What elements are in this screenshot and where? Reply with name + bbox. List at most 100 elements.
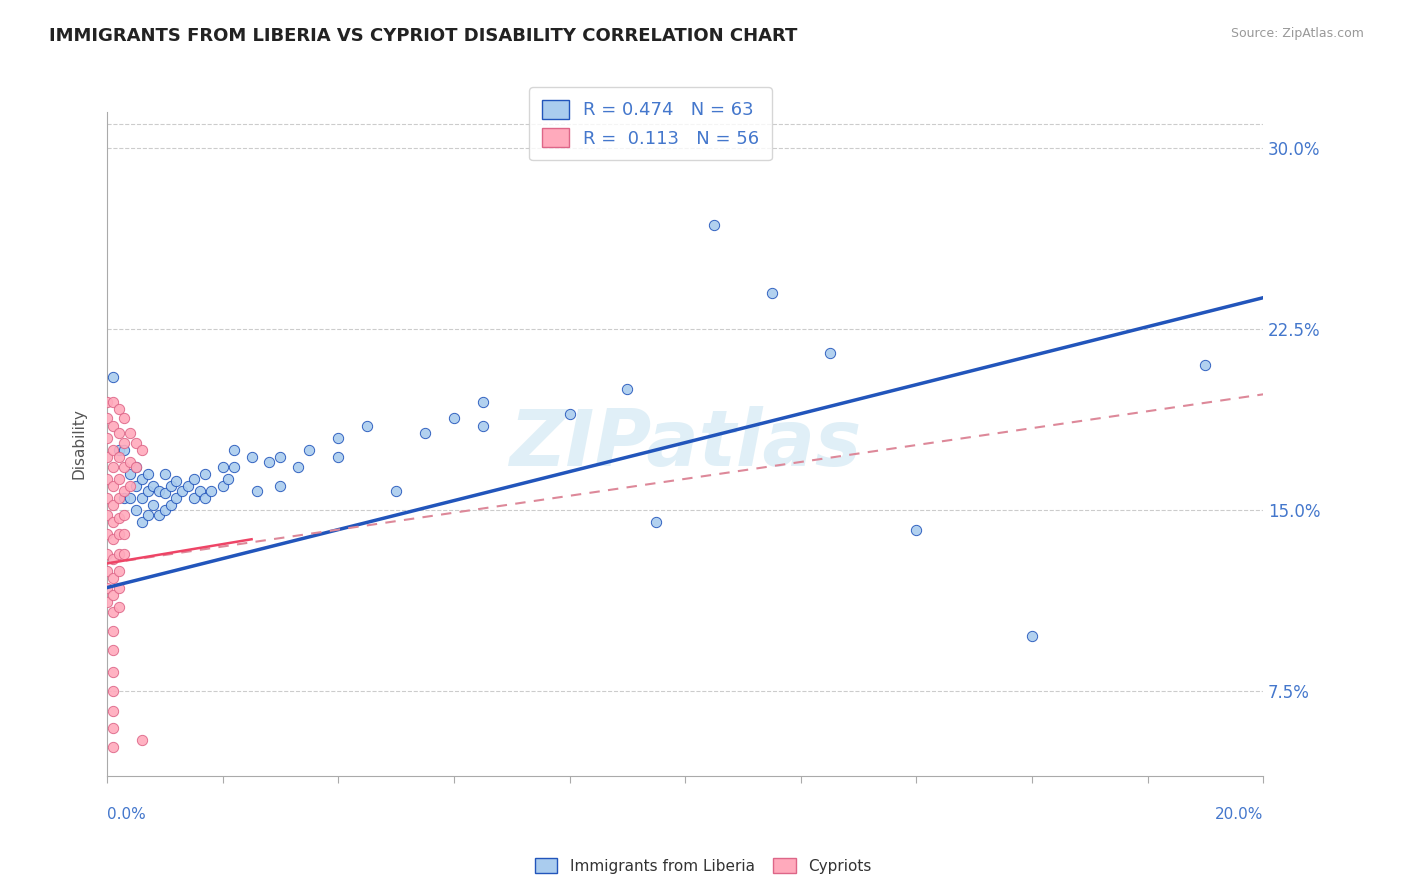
Point bbox=[101, 533, 124, 547]
Point bbox=[165, 491, 187, 506]
Point bbox=[112, 483, 135, 498]
Point bbox=[107, 425, 129, 440]
Point bbox=[125, 459, 148, 474]
Point bbox=[96, 431, 118, 445]
Point bbox=[101, 499, 124, 513]
Legend: Immigrants from Liberia, Cypriots: Immigrants from Liberia, Cypriots bbox=[529, 852, 877, 880]
Point bbox=[188, 483, 211, 498]
Point bbox=[172, 483, 194, 498]
Point bbox=[1194, 359, 1216, 373]
Point bbox=[101, 551, 124, 566]
Point bbox=[125, 435, 148, 450]
Point bbox=[165, 475, 187, 489]
Point bbox=[96, 595, 118, 609]
Point bbox=[142, 479, 165, 493]
Point bbox=[246, 483, 269, 498]
Point bbox=[107, 510, 129, 524]
Point bbox=[194, 467, 217, 481]
Point bbox=[101, 442, 124, 457]
Point bbox=[101, 605, 124, 619]
Point bbox=[96, 508, 118, 522]
Point bbox=[107, 527, 129, 541]
Point bbox=[761, 285, 783, 300]
Point bbox=[101, 721, 124, 735]
Point bbox=[443, 411, 465, 425]
Point bbox=[131, 491, 153, 506]
Point bbox=[356, 418, 378, 433]
Point bbox=[240, 450, 263, 464]
Point bbox=[101, 479, 124, 493]
Point bbox=[112, 527, 135, 541]
Point bbox=[107, 491, 129, 506]
Point bbox=[257, 455, 280, 469]
Point bbox=[107, 401, 129, 416]
Point bbox=[616, 383, 638, 397]
Point bbox=[131, 732, 153, 747]
Point bbox=[136, 467, 159, 481]
Point bbox=[558, 407, 581, 421]
Point bbox=[183, 472, 205, 486]
Point bbox=[148, 483, 170, 498]
Point bbox=[136, 483, 159, 498]
Point bbox=[101, 643, 124, 657]
Point bbox=[153, 503, 176, 517]
Point bbox=[107, 442, 129, 457]
Point bbox=[101, 588, 124, 602]
Point bbox=[224, 459, 246, 474]
Point bbox=[194, 491, 217, 506]
Point bbox=[818, 346, 841, 360]
Point bbox=[96, 472, 118, 486]
Point bbox=[112, 508, 135, 522]
Point bbox=[217, 472, 239, 486]
Point bbox=[112, 435, 135, 450]
Point bbox=[211, 479, 233, 493]
Point bbox=[328, 431, 350, 445]
Point bbox=[200, 483, 222, 498]
Point bbox=[905, 523, 928, 537]
Point bbox=[120, 425, 142, 440]
Point bbox=[703, 218, 725, 232]
Point bbox=[413, 425, 436, 440]
Point bbox=[645, 516, 668, 530]
Point bbox=[101, 739, 124, 754]
Point bbox=[107, 564, 129, 578]
Point bbox=[153, 486, 176, 500]
Point bbox=[131, 516, 153, 530]
Point bbox=[96, 411, 118, 425]
Point bbox=[96, 394, 118, 409]
Point bbox=[107, 472, 129, 486]
Text: ZIPatlas: ZIPatlas bbox=[509, 406, 862, 482]
Point bbox=[120, 491, 142, 506]
Point bbox=[101, 418, 124, 433]
Point bbox=[471, 394, 494, 409]
Point bbox=[101, 704, 124, 718]
Point bbox=[107, 581, 129, 595]
Point bbox=[131, 472, 153, 486]
Point bbox=[107, 547, 129, 561]
Point bbox=[101, 684, 124, 698]
Point bbox=[101, 516, 124, 530]
Point bbox=[101, 370, 124, 384]
Point bbox=[142, 499, 165, 513]
Point bbox=[269, 450, 291, 464]
Point bbox=[125, 503, 148, 517]
Point bbox=[96, 491, 118, 506]
Point bbox=[385, 483, 408, 498]
Point bbox=[1021, 629, 1043, 643]
Legend: R = 0.474   N = 63, R =  0.113   N = 56: R = 0.474 N = 63, R = 0.113 N = 56 bbox=[529, 87, 772, 161]
Point bbox=[112, 411, 135, 425]
Point bbox=[269, 479, 291, 493]
Point bbox=[211, 459, 233, 474]
Point bbox=[96, 564, 118, 578]
Point bbox=[136, 508, 159, 522]
Point bbox=[101, 394, 124, 409]
Point bbox=[112, 547, 135, 561]
Point bbox=[96, 547, 118, 561]
Point bbox=[153, 467, 176, 481]
Text: 20.0%: 20.0% bbox=[1215, 807, 1263, 822]
Point bbox=[131, 442, 153, 457]
Point bbox=[120, 479, 142, 493]
Point bbox=[96, 450, 118, 464]
Point bbox=[125, 459, 148, 474]
Text: 0.0%: 0.0% bbox=[107, 807, 146, 822]
